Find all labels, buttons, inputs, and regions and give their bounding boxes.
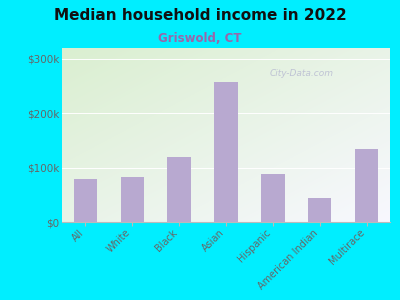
- Bar: [214, 82, 238, 222]
- Bar: [261, 174, 284, 222]
- Text: Griswold, CT: Griswold, CT: [158, 32, 242, 44]
- Bar: [308, 198, 332, 222]
- Bar: [74, 178, 97, 222]
- Bar: [120, 177, 144, 222]
- Text: City-Data.com: City-Data.com: [270, 69, 334, 78]
- Bar: [168, 157, 191, 222]
- Bar: [355, 148, 378, 222]
- Text: Median household income in 2022: Median household income in 2022: [54, 8, 346, 22]
